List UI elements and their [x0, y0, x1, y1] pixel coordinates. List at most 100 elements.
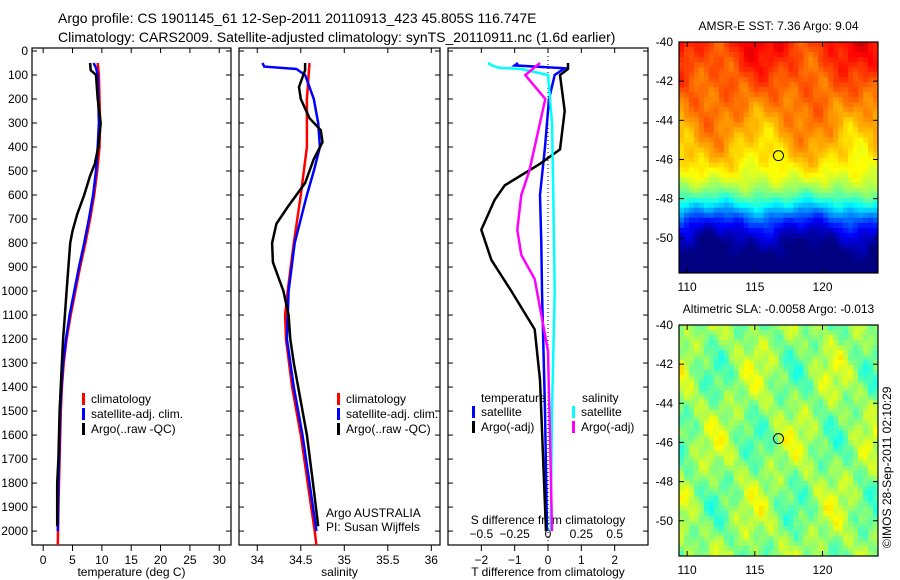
map-cell	[693, 485, 700, 492]
map-cell	[873, 157, 879, 163]
map-cell	[848, 475, 854, 482]
map-cell	[818, 157, 824, 163]
map-cell	[683, 430, 690, 436]
map-cell	[793, 122, 799, 128]
map-cell	[783, 445, 789, 451]
map-cell	[723, 52, 730, 58]
map-cell	[813, 232, 819, 239]
legend-header-temperature: temperature	[481, 391, 546, 405]
map-cell	[708, 345, 715, 351]
map-cell	[748, 485, 755, 492]
map-cell	[753, 420, 760, 426]
map-cell	[708, 370, 715, 376]
map-cell	[688, 267, 695, 274]
s-tick-label: 0	[545, 527, 552, 541]
map-cell	[708, 107, 715, 113]
map-cell	[768, 57, 774, 63]
map-cell	[763, 410, 769, 416]
map-cell	[773, 365, 779, 371]
map-cell	[733, 262, 740, 269]
map-cell	[708, 405, 715, 411]
map-cell	[798, 132, 804, 138]
map-cell	[768, 530, 774, 537]
map-cell	[773, 420, 779, 426]
map-cell	[808, 237, 814, 244]
map-cell	[693, 545, 700, 552]
map-cell	[843, 540, 849, 547]
map-cell	[803, 350, 809, 356]
map-cell	[778, 162, 784, 168]
map-cell	[763, 390, 769, 396]
map-cell	[863, 222, 869, 229]
map-cell	[873, 440, 879, 446]
map-cell	[768, 405, 774, 411]
map-cell	[703, 82, 710, 88]
map-cell	[848, 137, 854, 143]
map-cell	[758, 77, 764, 83]
map-cell	[843, 217, 849, 224]
map-cell	[843, 127, 849, 133]
map-cell	[848, 117, 854, 123]
map-cell	[823, 162, 829, 168]
map-cell	[843, 350, 849, 356]
map-cell	[718, 252, 725, 259]
map-cell	[808, 202, 814, 209]
map-cell	[768, 380, 774, 386]
map-cell	[713, 72, 720, 78]
map-cell	[828, 455, 834, 461]
map-cell	[783, 142, 789, 148]
map-cell	[853, 430, 859, 436]
map-cell	[718, 400, 725, 406]
map-cell	[818, 197, 824, 204]
map-cell	[798, 62, 804, 68]
map-cell	[793, 530, 799, 537]
map-cell	[738, 182, 745, 189]
annotation-text: Argo AUSTRALIA	[326, 506, 421, 520]
map-cell	[703, 192, 710, 199]
map-cell	[848, 410, 854, 416]
map-cell	[823, 475, 829, 482]
map-cell	[713, 257, 720, 264]
map-cell	[808, 445, 814, 451]
map-cell	[838, 530, 844, 537]
map-cell	[818, 450, 824, 456]
map-cell	[873, 530, 879, 537]
map-cell	[808, 172, 814, 178]
map-cell	[843, 535, 849, 542]
legend-swatch	[337, 408, 340, 420]
map-cell	[813, 415, 819, 421]
map-cell	[679, 435, 685, 441]
map-cell	[723, 415, 730, 421]
map-cell	[683, 480, 690, 487]
map-cell	[813, 390, 819, 396]
map-cell	[788, 252, 794, 259]
map-cell	[793, 475, 799, 482]
map-cell	[698, 142, 705, 148]
map-cell	[808, 42, 814, 48]
map-cell	[763, 345, 769, 351]
map-cell	[793, 325, 799, 331]
map-cell	[833, 550, 839, 557]
map-cell	[813, 107, 819, 113]
map-cell	[858, 162, 864, 168]
map-cell	[763, 92, 769, 98]
y-tick-label: 1400	[1, 380, 28, 394]
map-cell	[763, 420, 769, 426]
map-cell	[758, 152, 764, 158]
map-cell	[868, 152, 874, 158]
map-cell	[848, 390, 854, 396]
map-cell	[723, 375, 730, 381]
map-cell	[873, 535, 879, 542]
map-cell	[868, 47, 874, 53]
map-cell	[703, 470, 710, 477]
map-cell	[868, 405, 874, 411]
map-cell	[828, 495, 834, 502]
map-cell	[783, 232, 789, 239]
map-cell	[688, 182, 695, 189]
map-cell	[873, 510, 879, 517]
map-cell	[733, 182, 740, 189]
map-cell	[863, 57, 869, 63]
map-cell	[823, 335, 829, 341]
map-cell	[803, 415, 809, 421]
map-cell	[773, 400, 779, 406]
